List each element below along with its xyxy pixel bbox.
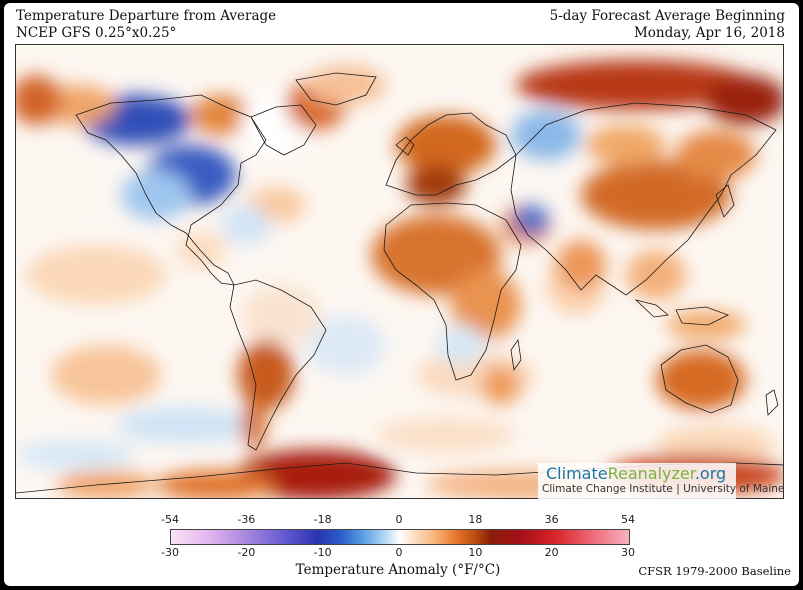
colorbar: -54 -36 -18 0 18 36 54 -30 -20 -10 0 10 20 30 Temper… <box>156 511 640 586</box>
brand-part-climate: Climate <box>546 464 608 483</box>
fahrenheit-tick: -54 <box>161 513 179 526</box>
fahrenheit-tick: 36 <box>544 513 559 526</box>
fahrenheit-tick: 0 <box>395 513 403 526</box>
fahrenheit-tick: -18 <box>313 513 332 526</box>
celsius-tick: 20 <box>544 546 559 559</box>
brand-part-org: .org <box>694 464 727 483</box>
chart-title: Temperature Departure from Average <box>16 8 277 24</box>
brand-part-reanalyzer: Reanalyzer <box>607 464 695 483</box>
fahrenheit-tick: 18 <box>468 513 483 526</box>
forecast-date: Monday, Apr 16, 2018 <box>633 25 785 41</box>
watermark-brand: ClimateReanalyzer.org <box>546 464 726 483</box>
celsius-tick: 30 <box>621 546 635 559</box>
model-subtitle: NCEP GFS 0.25°x0.25° <box>16 25 177 41</box>
baseline-note: CFSR 1979-2000 Baseline <box>638 564 791 578</box>
celsius-tick: -30 <box>161 546 179 559</box>
climatereanalyzer-watermark: ClimateReanalyzer.org Climate Change Ins… <box>538 463 784 499</box>
celsius-tick: 0 <box>395 546 403 559</box>
fahrenheit-tick: 54 <box>621 513 635 526</box>
celsius-ticks: -30 -20 -10 0 10 20 30 <box>156 546 640 560</box>
colorbar-gradient <box>170 529 630 545</box>
colorbar-label: Temperature Anomaly (°F/°C) <box>295 562 501 578</box>
map-canvas <box>16 45 783 498</box>
celsius-tick: 10 <box>468 546 483 559</box>
anomaly-field <box>16 60 783 498</box>
forecast-period-label: 5-day Forecast Average Beginning <box>549 8 785 24</box>
fahrenheit-ticks: -54 -36 -18 0 18 36 54 <box>156 513 640 527</box>
celsius-tick: -20 <box>237 546 256 559</box>
fahrenheit-tick: -36 <box>237 513 256 526</box>
celsius-tick: -10 <box>313 546 332 559</box>
anomaly-map <box>15 44 784 499</box>
watermark-subtitle: Climate Change Institute | University of… <box>542 483 785 495</box>
